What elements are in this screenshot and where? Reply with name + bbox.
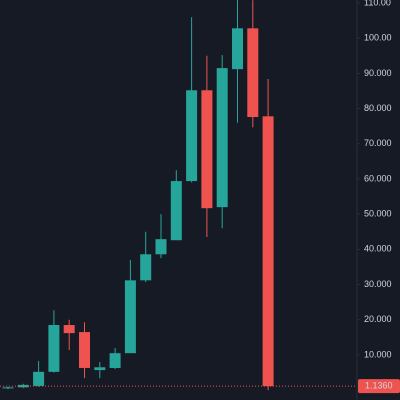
candle-body bbox=[109, 353, 121, 368]
candle-body bbox=[201, 90, 213, 209]
y-tick-label: 100.00 bbox=[364, 33, 392, 43]
candle-body bbox=[216, 68, 228, 208]
y-tick-label: 40.000 bbox=[364, 244, 392, 254]
candle-body bbox=[48, 325, 60, 372]
y-tick-label: 50.000 bbox=[364, 209, 392, 219]
y-tick-label: 30.000 bbox=[364, 279, 392, 289]
y-tick-label: 70.000 bbox=[364, 138, 392, 148]
y-tick-label: 80.000 bbox=[364, 103, 392, 113]
candle-body bbox=[170, 181, 182, 241]
candle-body bbox=[155, 239, 167, 255]
y-tick-label: 10.000 bbox=[364, 349, 392, 359]
candle-body bbox=[232, 28, 243, 70]
candle-body bbox=[186, 90, 198, 182]
last-price-label: 1.1360 bbox=[365, 381, 393, 391]
y-tick-label: 110.00 bbox=[364, 0, 391, 7]
y-tick-label: 60.000 bbox=[364, 173, 392, 183]
candle-body bbox=[17, 384, 29, 388]
candle-body bbox=[79, 332, 90, 368]
candle-body bbox=[247, 28, 259, 118]
y-tick-label: 20.000 bbox=[364, 314, 392, 324]
candle-body bbox=[33, 371, 45, 386]
candle-body bbox=[63, 325, 75, 334]
candle-body bbox=[140, 254, 152, 281]
candle-body bbox=[94, 367, 106, 371]
candle-body bbox=[262, 116, 274, 387]
y-tick-label: 90.000 bbox=[364, 68, 392, 78]
candle-body bbox=[124, 280, 136, 354]
candle-body bbox=[2, 387, 14, 389]
last-price-badge bbox=[358, 379, 400, 394]
